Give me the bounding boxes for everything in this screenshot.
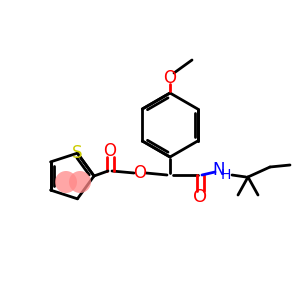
Text: O: O	[164, 69, 176, 87]
Text: S: S	[72, 144, 83, 162]
Circle shape	[55, 171, 77, 193]
Text: O: O	[103, 142, 116, 160]
Text: H: H	[221, 168, 231, 182]
Text: N: N	[213, 161, 225, 179]
Text: O: O	[193, 188, 207, 206]
Text: O: O	[134, 164, 146, 182]
Circle shape	[69, 171, 91, 193]
